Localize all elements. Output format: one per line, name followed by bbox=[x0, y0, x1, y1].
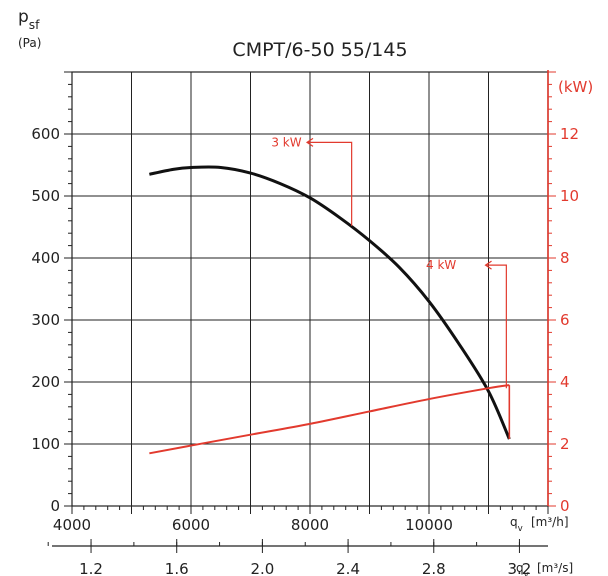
right-tick-label: 4 bbox=[560, 373, 570, 391]
pressure-curve bbox=[149, 165, 511, 440]
bottom-tick-label: 8000 bbox=[291, 516, 329, 534]
series-layer bbox=[149, 165, 511, 455]
secondary-x-axis-label: qv bbox=[516, 561, 529, 576]
arrowhead-icon bbox=[484, 260, 492, 270]
power-annotation-label: 3 kW bbox=[271, 135, 301, 149]
left-tick-label: 100 bbox=[31, 435, 60, 453]
left-tick-label: 400 bbox=[31, 249, 60, 267]
right-tick-label: 8 bbox=[560, 249, 570, 267]
left-tick-label: 500 bbox=[31, 187, 60, 205]
labels: 1.2 1.6 2.0 2.4 2.8 3.20100200300400500600024… bbox=[18, 7, 593, 576]
left-tick-label: 200 bbox=[31, 373, 60, 391]
annotations: 3 kW 4 kW bbox=[271, 135, 507, 389]
left-axis-label: psf bbox=[18, 7, 40, 32]
primary-x-axis-unit: [m³/h] bbox=[531, 515, 569, 529]
primary-x-axis-label: qv bbox=[510, 515, 523, 534]
left-tick-label: 0 bbox=[50, 497, 60, 515]
power-annotation-label: 4 kW bbox=[426, 258, 456, 272]
right-tick-label: 12 bbox=[560, 125, 579, 143]
bottom-tick-label: 6000 bbox=[172, 516, 210, 534]
right-tick-label: 10 bbox=[560, 187, 579, 205]
minor-ticks bbox=[47, 71, 556, 553]
right-axis-unit: (kW) bbox=[558, 78, 593, 96]
power-curve bbox=[149, 384, 510, 455]
bottom-tick-label: 10000 bbox=[405, 516, 453, 534]
left-axis-unit: (Pa) bbox=[18, 36, 41, 50]
left-tick-label: 300 bbox=[31, 311, 60, 329]
right-tick-label: 2 bbox=[560, 435, 570, 453]
secondary-x-axis-unit: [m³/s] bbox=[537, 561, 573, 575]
right-tick-label: 6 bbox=[560, 311, 570, 329]
power-annotation-leader bbox=[485, 264, 507, 389]
secondary-tick-label: 1.2 bbox=[79, 560, 103, 576]
secondary-tick-label: 2.0 bbox=[250, 560, 274, 576]
bottom-tick-label: 4000 bbox=[53, 516, 91, 534]
secondary-tick-label: 2.4 bbox=[336, 560, 360, 576]
chart-title: CMPT/6-50 55/145 bbox=[232, 39, 407, 61]
power-annotation-leader bbox=[307, 141, 353, 226]
right-tick-label: 0 bbox=[560, 497, 570, 515]
arrowhead-icon bbox=[305, 137, 314, 147]
secondary-tick-label: 3.2 bbox=[508, 560, 532, 576]
secondary-tick-label: 1.6 bbox=[165, 560, 189, 576]
left-tick-label: 600 bbox=[31, 125, 60, 143]
grid bbox=[71, 70, 549, 507]
secondary-tick-label: 2.8 bbox=[422, 560, 446, 576]
